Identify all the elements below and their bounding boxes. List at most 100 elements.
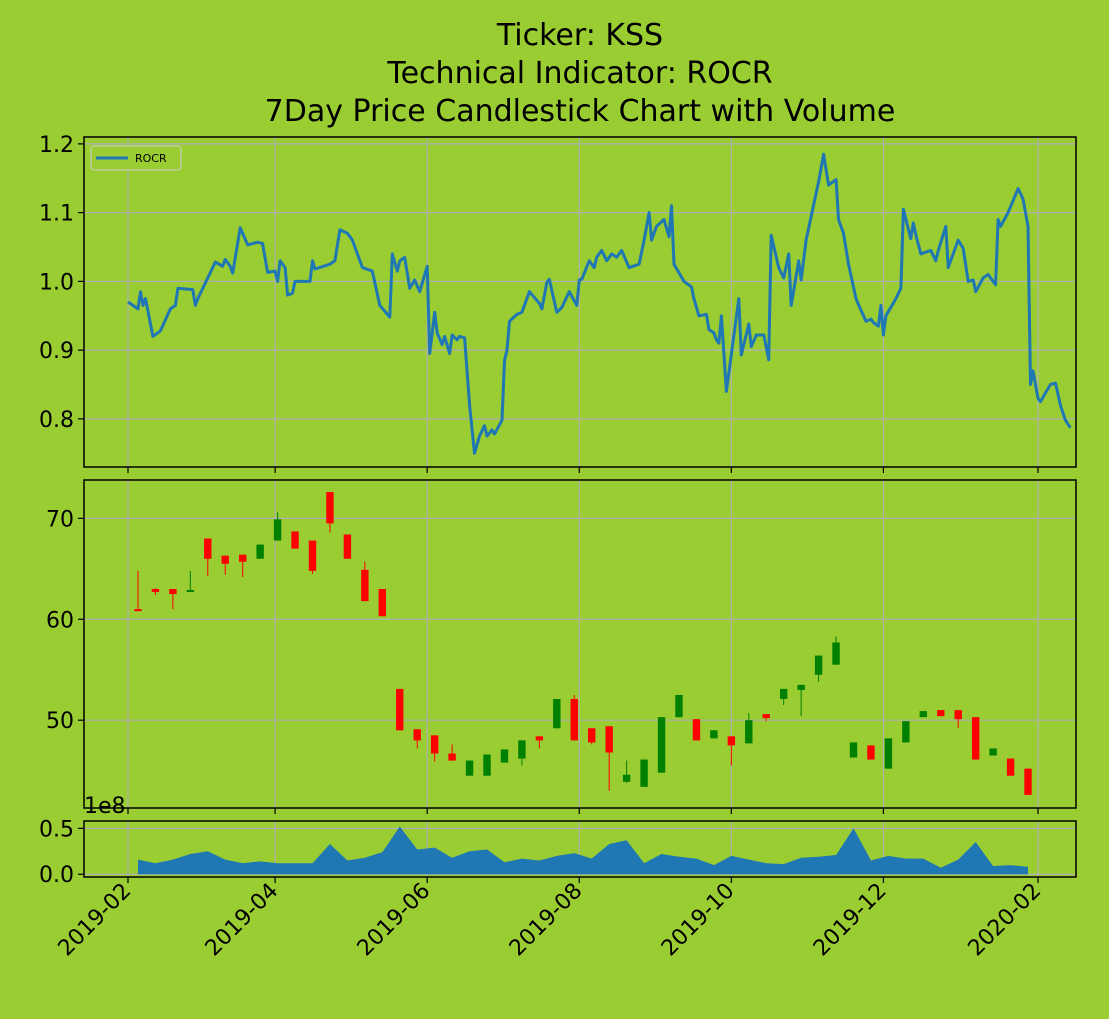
candle-body [971, 717, 980, 760]
candle-body [849, 742, 858, 758]
candle-body [238, 554, 247, 562]
candle-body [186, 590, 195, 593]
candle-body [204, 538, 212, 559]
candle-body [727, 736, 736, 746]
candle [186, 570, 195, 593]
candle-body [640, 759, 648, 787]
candle-body [814, 655, 823, 675]
candle-body [343, 534, 352, 559]
candle-body [605, 726, 613, 753]
candle-body [884, 738, 893, 769]
rocr-ytick-label: 0.8 [39, 408, 74, 433]
candle-body [797, 684, 805, 690]
candle [1024, 768, 1032, 795]
candle [535, 736, 544, 749]
candle [308, 540, 317, 574]
candle [396, 688, 404, 731]
candle-body [570, 699, 578, 741]
candle-body [134, 609, 142, 612]
legend-box [90, 145, 182, 171]
candle-body [518, 740, 526, 759]
volume-ytick-label: 0.5 [39, 817, 74, 842]
candle [867, 745, 875, 760]
candle [291, 531, 299, 549]
candle [762, 714, 770, 722]
rocr-plot-area [84, 137, 1076, 467]
rocr-frame [83, 136, 1077, 468]
candle [919, 711, 928, 718]
candle [657, 717, 666, 773]
candle-body [622, 774, 631, 782]
candle [518, 740, 526, 766]
candle-body [692, 719, 701, 741]
candle-body [361, 569, 369, 602]
candle-body [326, 492, 334, 524]
candle-body [919, 711, 928, 718]
candle-body [308, 540, 317, 571]
candle [622, 760, 631, 783]
candle [238, 554, 247, 577]
candle [483, 754, 491, 776]
candle [134, 570, 142, 612]
candle-body [657, 717, 666, 773]
candle [326, 492, 334, 533]
volume-panel: 0.0 0.5 1e8 [39, 794, 1077, 888]
candle-body [710, 730, 718, 739]
candle-body [779, 688, 788, 700]
volume-scale-label: 1e8 [84, 794, 126, 819]
candle-body [413, 729, 421, 741]
price-ytick-label: 50 [46, 709, 74, 734]
candle [797, 684, 805, 717]
candle-body [867, 745, 875, 760]
price-ytick-label: 60 [46, 608, 74, 633]
candle [692, 719, 701, 741]
candle [1006, 758, 1015, 776]
candle [814, 655, 823, 682]
candle [989, 748, 997, 756]
candle-body [291, 531, 299, 549]
chart-title-line-2: Technical Indicator: ROCR [386, 56, 772, 91]
chart-title-line-1: Ticker: KSS [496, 18, 663, 53]
price-plot-area [84, 480, 1076, 808]
candle [256, 544, 264, 559]
price-panel: 50 60 70 [46, 479, 1077, 809]
candle-body [745, 720, 753, 744]
candle-body [832, 642, 840, 665]
candle-body [762, 714, 770, 719]
candle [273, 512, 282, 541]
rocr-legend: ROCR [90, 145, 182, 171]
candle-body [151, 588, 160, 593]
candle [413, 729, 421, 749]
candle-body [256, 544, 264, 559]
candle-body [378, 588, 387, 617]
candle [204, 538, 212, 576]
candle-body [500, 749, 509, 763]
candle-body [396, 688, 404, 731]
candle-body [273, 519, 282, 541]
volume-frame [83, 820, 1077, 878]
volume-area [138, 826, 1028, 875]
price-ytick-label: 70 [46, 507, 74, 532]
candle [169, 588, 177, 610]
volume-ytick-label: 0.0 [39, 863, 74, 888]
candle [378, 588, 387, 617]
candle [448, 744, 456, 761]
candle-body [465, 760, 474, 776]
candle [745, 713, 753, 744]
legend-label-rocr: ROCR [135, 152, 167, 165]
candle [430, 735, 439, 762]
candle-body [535, 736, 544, 741]
candle [343, 534, 352, 559]
candle [605, 726, 613, 791]
candle [221, 555, 229, 575]
rocr-ytick-label: 1.2 [39, 133, 74, 158]
candle [832, 636, 840, 665]
candle [710, 730, 718, 739]
candle [884, 738, 893, 769]
rocr-ytick-label: 1.0 [39, 270, 74, 295]
candle-body [675, 694, 683, 718]
candle [937, 710, 945, 717]
candle-body [430, 735, 439, 754]
rocr-series-line [127, 152, 1072, 455]
